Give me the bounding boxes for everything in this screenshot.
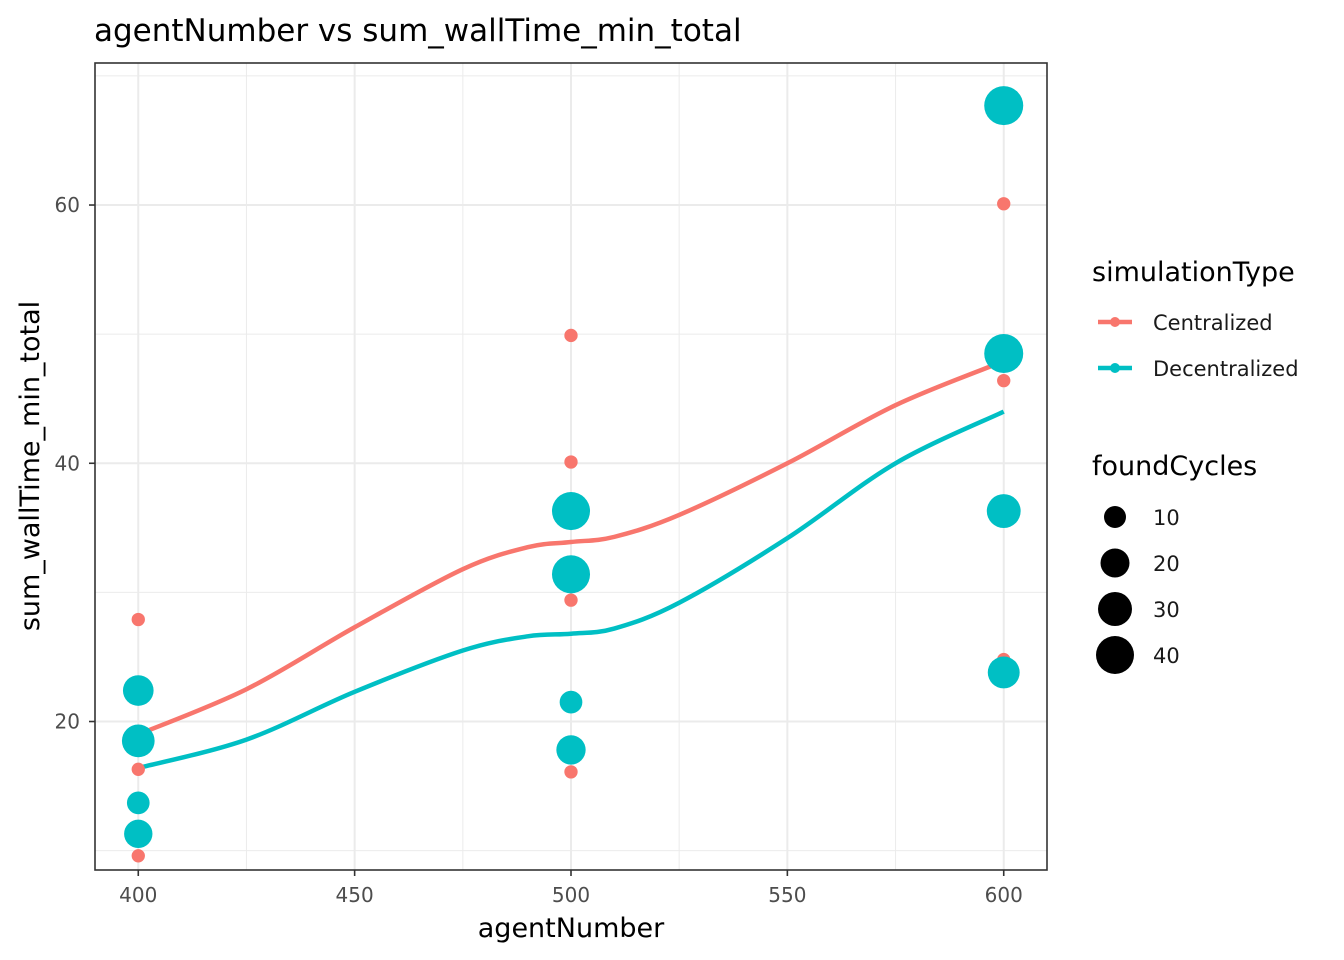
smooth-line-centralized xyxy=(137,359,1005,737)
point-decentralized xyxy=(126,791,150,815)
y-tick-label: 60 xyxy=(55,193,80,217)
x-axis-title: agentNumber xyxy=(478,913,665,944)
legend-size-dot-20 xyxy=(1100,548,1130,578)
point-centralized xyxy=(564,593,578,607)
x-tick-label: 550 xyxy=(768,883,806,907)
point-centralized xyxy=(564,455,578,469)
point-decentralized xyxy=(559,690,583,714)
point-centralized xyxy=(131,849,145,863)
legend-label-centralized: Centralized xyxy=(1153,311,1273,335)
point-decentralized xyxy=(987,656,1020,689)
point-decentralized xyxy=(124,819,153,849)
legend-size-title: foundCycles xyxy=(1092,451,1257,482)
legend-label-decentralized: Decentralized xyxy=(1153,357,1299,381)
y-axis-title: sum_wallTime_min_total xyxy=(15,301,46,631)
smooth-lines xyxy=(137,359,1005,771)
point-centralized xyxy=(131,612,145,627)
legend-size: foundCycles 10 20 30 40 xyxy=(1092,451,1257,674)
legend-color: simulationType Centralized Decentralized xyxy=(1092,257,1299,381)
y-tick-label: 40 xyxy=(55,451,80,475)
x-axis: 400 450 500 550 600 xyxy=(119,870,1023,907)
point-decentralized xyxy=(986,494,1021,528)
legend-size-label-40: 40 xyxy=(1153,644,1180,668)
points xyxy=(121,86,1024,863)
x-tick-label: 600 xyxy=(985,883,1023,907)
legend-size-label-10: 10 xyxy=(1153,506,1180,530)
legend-color-title: simulationType xyxy=(1092,257,1295,288)
point-centralized xyxy=(564,765,578,779)
smooth-line-decentralized xyxy=(137,409,1005,771)
legend-size-label-30: 30 xyxy=(1153,598,1180,622)
y-tick-label: 20 xyxy=(55,710,80,734)
legend-size-label-20: 20 xyxy=(1153,552,1180,576)
point-decentralized xyxy=(551,492,591,531)
legend-size-dot-30 xyxy=(1098,592,1132,626)
point-decentralized xyxy=(984,86,1024,126)
chart-title: agentNumber vs sum_wallTime_min_total xyxy=(94,13,742,49)
point-decentralized xyxy=(121,724,155,758)
point-centralized xyxy=(997,373,1011,388)
point-centralized xyxy=(564,328,578,343)
legend-key-dot-decentralized xyxy=(1110,363,1120,373)
plot-area xyxy=(94,62,1048,871)
point-decentralized xyxy=(556,735,586,765)
point-decentralized xyxy=(984,334,1024,374)
x-tick-label: 500 xyxy=(552,883,590,907)
point-centralized xyxy=(997,197,1011,211)
x-tick-label: 400 xyxy=(119,883,157,907)
point-decentralized xyxy=(122,675,154,706)
point-decentralized xyxy=(551,555,591,594)
point-centralized xyxy=(131,762,145,776)
y-axis: 20 40 60 xyxy=(55,193,95,734)
legend-key-dot-centralized xyxy=(1110,317,1120,327)
legend-size-dot-40 xyxy=(1096,636,1134,674)
legend-size-dot-10 xyxy=(1104,506,1126,528)
x-tick-label: 450 xyxy=(336,883,374,907)
